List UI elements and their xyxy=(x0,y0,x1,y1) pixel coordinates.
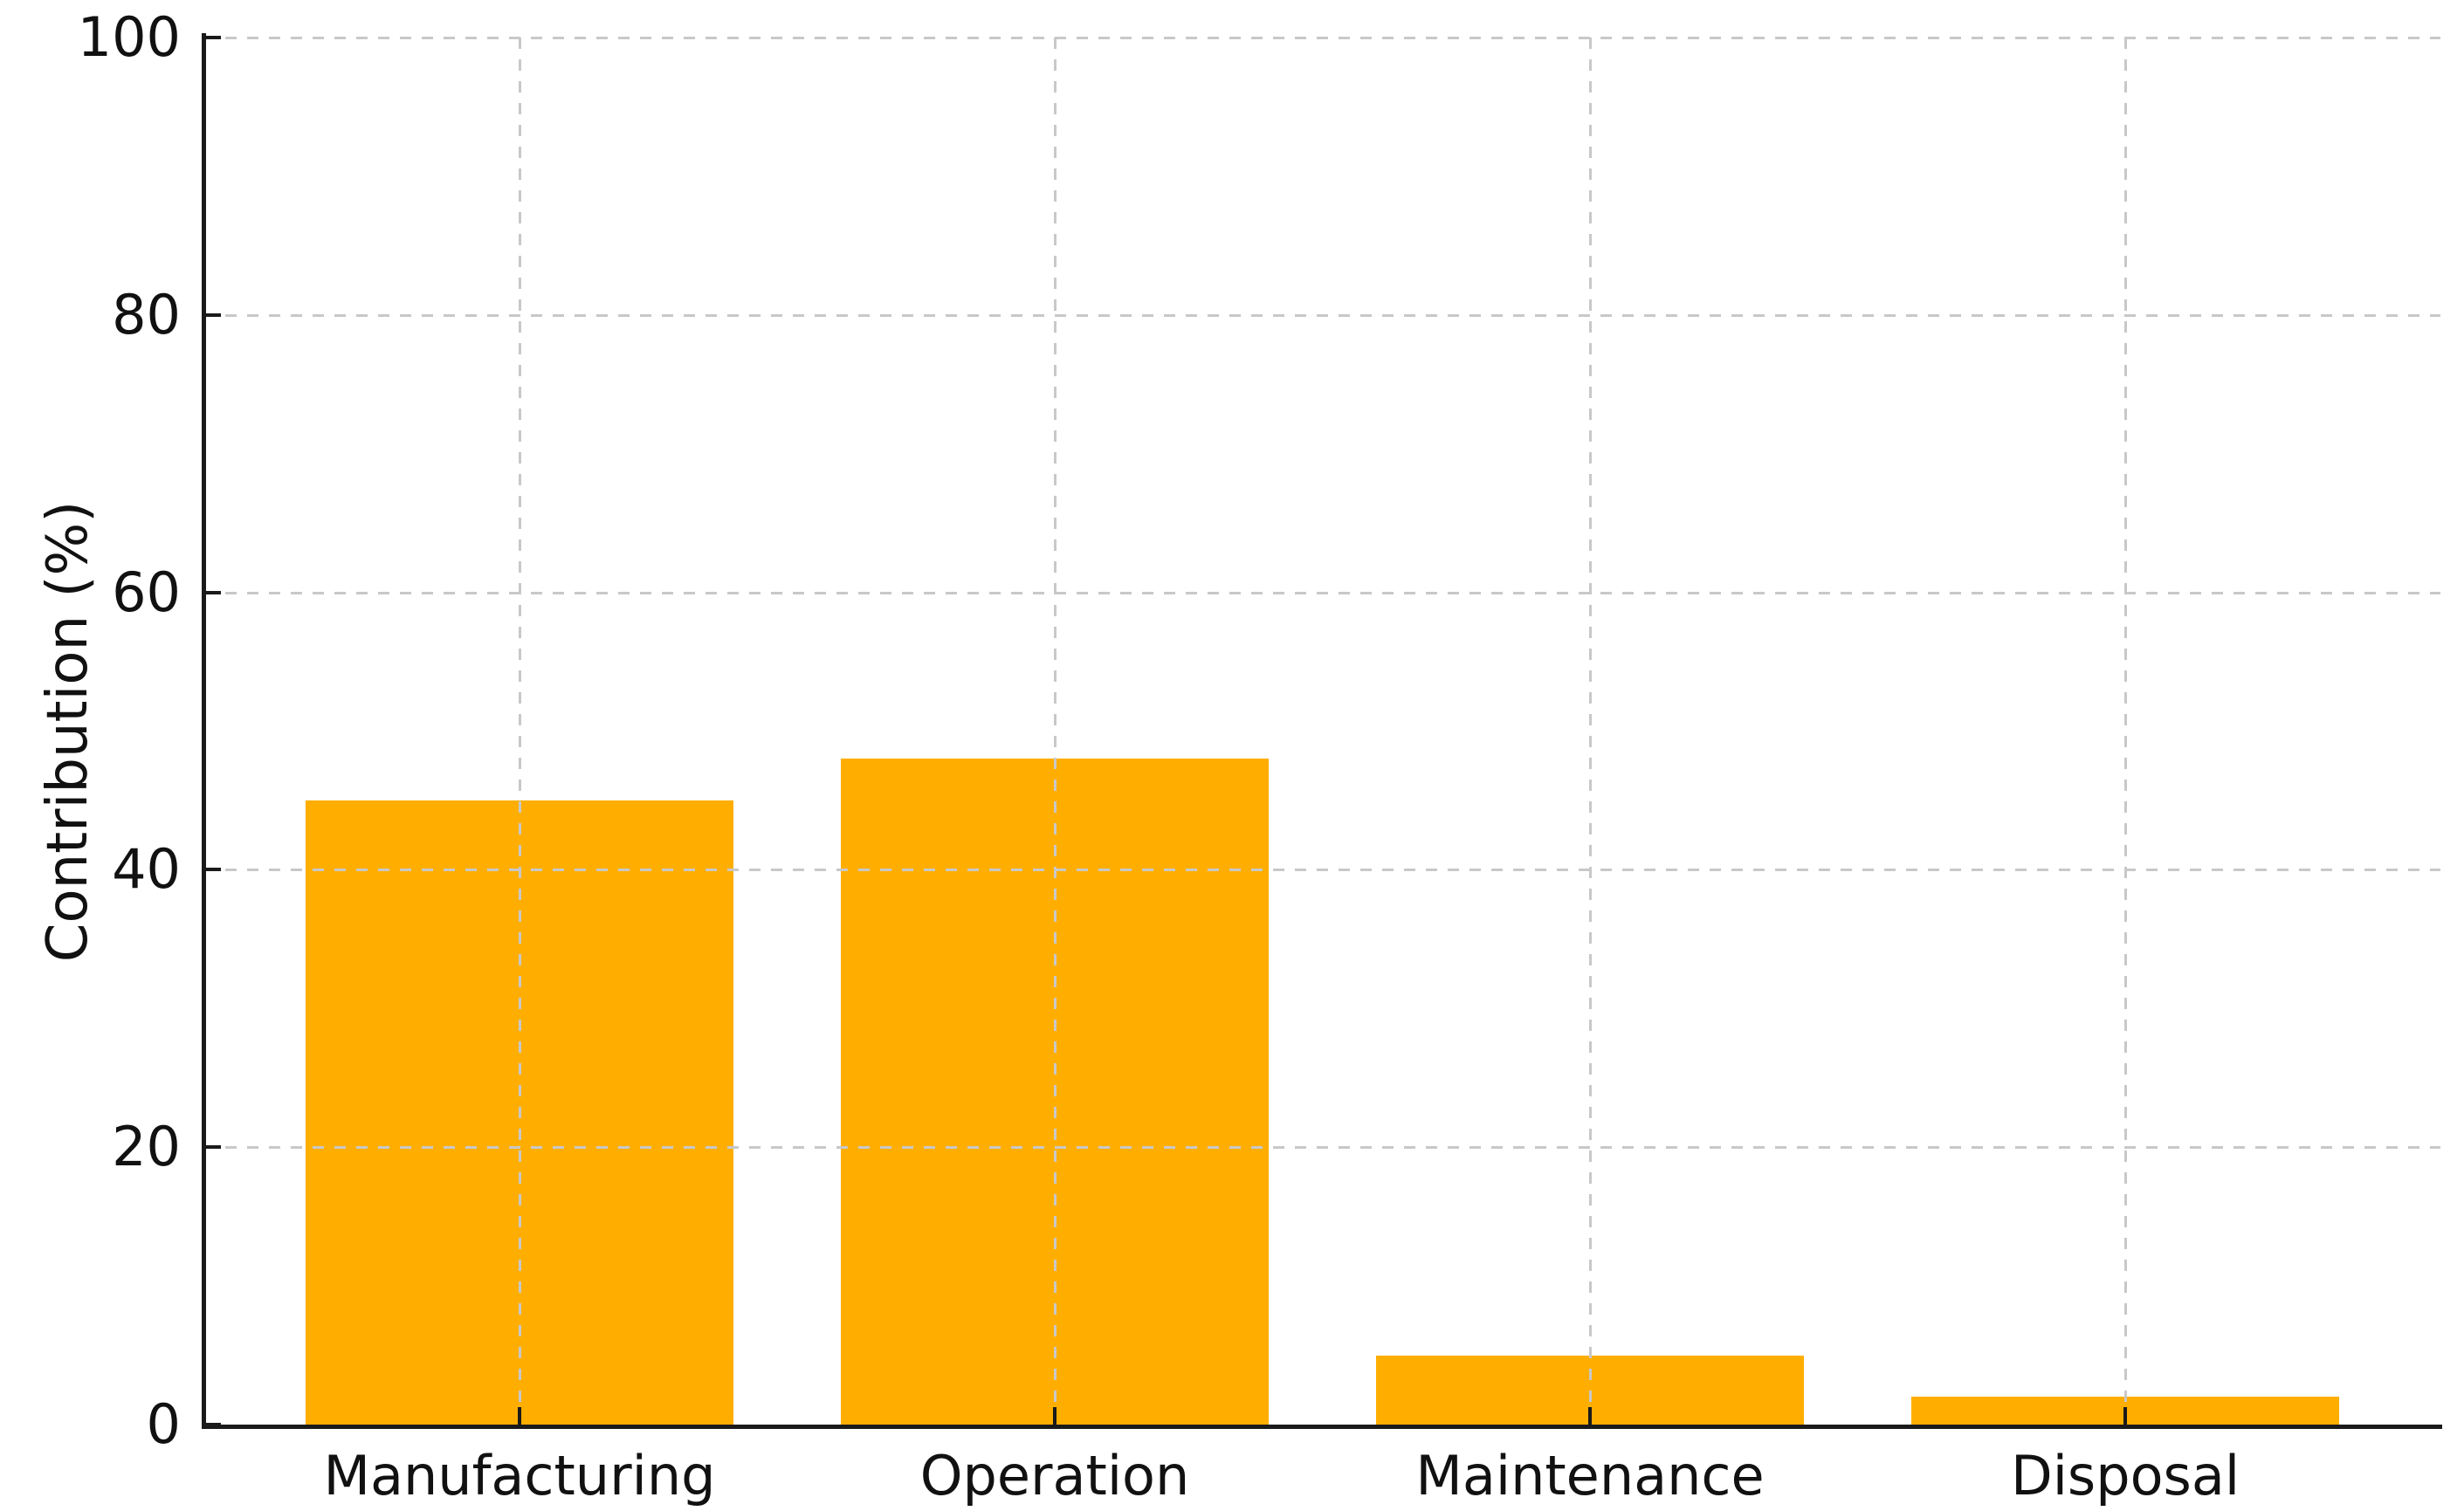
x-tick-label-maintenance: Maintenance xyxy=(1415,1444,1765,1508)
x-tick-maintenance xyxy=(1588,1407,1592,1425)
x-tick-label-operation: Operation xyxy=(919,1444,1190,1508)
x-tick-label-manufacturing: Manufacturing xyxy=(323,1444,716,1508)
h-gridline-100 xyxy=(203,37,2440,39)
h-gridline-80 xyxy=(203,313,2440,317)
x-tick-operation xyxy=(1053,1407,1056,1425)
v-gridline-operation xyxy=(1054,38,1056,1425)
y-tick-label-20: 20 xyxy=(112,1115,181,1179)
x-axis-spine xyxy=(202,1425,2442,1429)
v-gridline-manufacturing xyxy=(519,38,521,1425)
y-tick-label-80: 80 xyxy=(112,282,181,347)
x-tick-manufacturing xyxy=(518,1407,521,1425)
y-tick-label-0: 0 xyxy=(146,1392,181,1456)
y-axis-spine xyxy=(202,33,206,1429)
y-tick-60 xyxy=(203,590,221,594)
v-gridline-maintenance xyxy=(1589,38,1592,1425)
v-gridline-disposal xyxy=(2124,38,2127,1425)
x-tick-disposal xyxy=(2123,1407,2127,1425)
y-tick-40 xyxy=(203,868,221,872)
x-tick-label-disposal: Disposal xyxy=(2010,1444,2240,1508)
h-gridline-60 xyxy=(203,591,2440,594)
y-tick-label-100: 100 xyxy=(77,5,181,69)
y-tick-100 xyxy=(203,36,221,39)
y-tick-label-40: 40 xyxy=(112,837,181,902)
h-gridline-20 xyxy=(203,1146,2440,1150)
h-gridline-40 xyxy=(203,869,2440,872)
y-tick-80 xyxy=(203,313,221,317)
y-tick-label-60: 60 xyxy=(112,560,181,624)
y-tick-20 xyxy=(203,1145,221,1150)
